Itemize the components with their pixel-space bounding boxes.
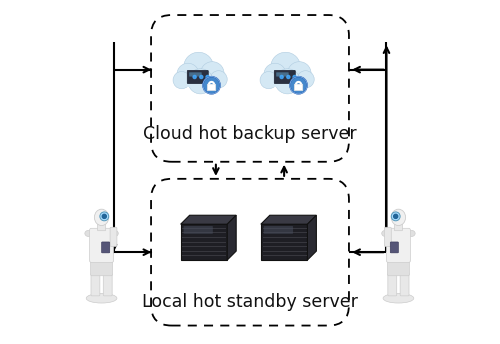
Ellipse shape <box>408 230 415 236</box>
FancyBboxPatch shape <box>90 259 112 276</box>
Circle shape <box>210 71 227 88</box>
Circle shape <box>173 72 190 89</box>
Ellipse shape <box>111 230 118 236</box>
Ellipse shape <box>383 293 414 303</box>
FancyBboxPatch shape <box>104 273 112 296</box>
FancyBboxPatch shape <box>91 273 100 296</box>
Circle shape <box>270 52 300 82</box>
Polygon shape <box>227 215 236 260</box>
Circle shape <box>200 75 203 78</box>
Circle shape <box>275 69 300 94</box>
Polygon shape <box>261 215 316 224</box>
Polygon shape <box>180 215 236 224</box>
Circle shape <box>392 212 400 221</box>
Ellipse shape <box>392 209 406 226</box>
FancyBboxPatch shape <box>394 222 402 231</box>
Circle shape <box>260 72 278 89</box>
FancyBboxPatch shape <box>261 224 308 260</box>
FancyBboxPatch shape <box>188 71 208 84</box>
FancyBboxPatch shape <box>90 228 114 262</box>
Ellipse shape <box>94 209 108 226</box>
Text: Local hot standby server: Local hot standby server <box>142 293 358 311</box>
Circle shape <box>280 75 283 78</box>
Circle shape <box>102 214 106 218</box>
Ellipse shape <box>86 293 117 303</box>
Circle shape <box>288 62 311 85</box>
FancyBboxPatch shape <box>388 273 396 296</box>
Circle shape <box>293 75 296 78</box>
FancyBboxPatch shape <box>207 84 216 91</box>
Circle shape <box>290 77 307 94</box>
Circle shape <box>177 63 199 85</box>
Circle shape <box>206 75 209 78</box>
Circle shape <box>264 63 286 85</box>
FancyBboxPatch shape <box>388 259 409 276</box>
FancyBboxPatch shape <box>400 273 409 296</box>
FancyBboxPatch shape <box>268 77 306 87</box>
FancyBboxPatch shape <box>390 242 398 253</box>
Circle shape <box>203 77 220 94</box>
Polygon shape <box>308 215 316 260</box>
FancyBboxPatch shape <box>98 222 106 231</box>
FancyBboxPatch shape <box>182 77 220 87</box>
Circle shape <box>188 69 213 94</box>
Circle shape <box>193 75 196 78</box>
FancyBboxPatch shape <box>386 228 410 262</box>
Ellipse shape <box>85 230 92 236</box>
FancyBboxPatch shape <box>110 227 117 246</box>
FancyBboxPatch shape <box>102 242 110 253</box>
Ellipse shape <box>382 230 389 236</box>
FancyBboxPatch shape <box>294 84 303 91</box>
FancyBboxPatch shape <box>184 226 213 234</box>
FancyBboxPatch shape <box>274 71 295 84</box>
Circle shape <box>297 71 314 88</box>
Circle shape <box>394 214 398 218</box>
FancyBboxPatch shape <box>264 226 293 234</box>
FancyBboxPatch shape <box>384 227 392 246</box>
Circle shape <box>100 212 108 221</box>
FancyBboxPatch shape <box>276 72 288 77</box>
Text: Cloud hot backup server: Cloud hot backup server <box>143 126 357 143</box>
Circle shape <box>200 62 224 85</box>
FancyBboxPatch shape <box>180 224 227 260</box>
Circle shape <box>184 52 214 82</box>
FancyBboxPatch shape <box>189 72 202 77</box>
Circle shape <box>286 75 290 78</box>
